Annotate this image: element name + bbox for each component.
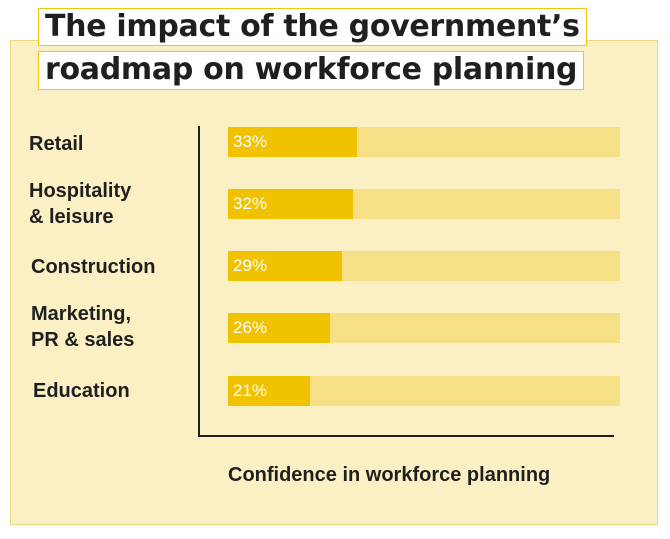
bar (228, 376, 310, 406)
bar (228, 189, 353, 219)
bar (228, 251, 342, 281)
category-label: Construction (31, 256, 156, 278)
category-label: Retail (29, 133, 84, 155)
category-label: Education (33, 380, 130, 402)
bar (228, 313, 330, 343)
category-label: Hospitality & leisure (29, 180, 132, 228)
bar-value-label: 32% (233, 194, 268, 213)
x-axis-label: Confidence in workforce planning (228, 464, 551, 486)
chart-panel (10, 40, 658, 525)
category-label: Marketing, PR & sales (31, 303, 135, 351)
bar-value-label: 29% (233, 256, 268, 275)
chart-title-line-1: The impact of the government’s (38, 8, 587, 46)
bar-value-label: 33% (233, 132, 268, 151)
x-axis-line (198, 435, 614, 437)
y-axis-line (198, 126, 200, 436)
chart-title-line-2: roadmap on workforce planning (38, 51, 585, 90)
bar (228, 127, 357, 157)
bar-value-label: 21% (233, 381, 268, 400)
bar-value-label: 26% (233, 318, 268, 337)
